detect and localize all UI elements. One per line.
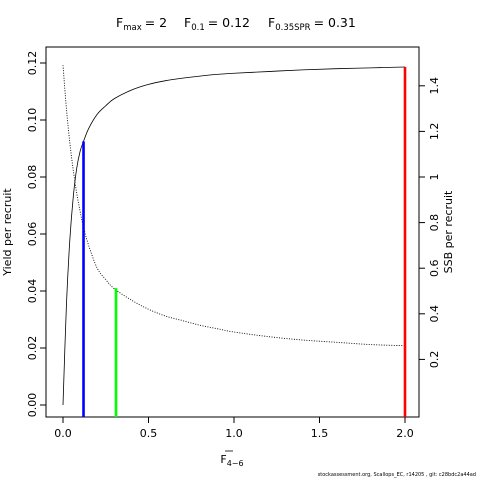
y-tick-label: 0.10 xyxy=(26,108,39,133)
y-axis-right: 0.2 0.4 0.6 0.8 1 1.2 1.4 xyxy=(419,77,441,368)
y-tick-label: 0.08 xyxy=(26,165,39,190)
y2-axis-label: SSB per recruit xyxy=(442,190,455,273)
y-tick-label: 0.04 xyxy=(26,279,39,304)
y-tick-label: 0.06 xyxy=(26,222,39,247)
title-f01: F0.1 = 0.12 xyxy=(184,15,250,33)
y2-tick-label: 1 xyxy=(428,174,441,181)
y2-tick-label: 0.4 xyxy=(428,305,441,323)
x-axis: 0.0 0.5 1.0 1.5 2.0 xyxy=(54,417,414,440)
x-tick-label: 2.0 xyxy=(396,427,414,440)
footer-note: stockassessment.org, Scallops_EC, r14205… xyxy=(317,472,476,478)
y2-tick-label: 1.2 xyxy=(428,123,441,141)
plot-frame xyxy=(45,46,420,418)
x-tick-label: 1.0 xyxy=(225,427,243,440)
y-tick-label: 0.02 xyxy=(26,336,39,361)
x-tick-label: 0.5 xyxy=(140,427,158,440)
yield-per-recruit-line xyxy=(62,66,406,406)
y2-tick-label: 0.2 xyxy=(428,351,441,369)
chart-title: Fmax = 2 F0.1 = 0.12 F0.35SPR = 0.31 xyxy=(116,15,356,33)
y-tick-label: 0.00 xyxy=(26,393,39,418)
y2-tick-label: 0.8 xyxy=(428,214,441,232)
title-fspr: F0.35SPR = 0.31 xyxy=(268,15,356,33)
y2-tick-label: 0.6 xyxy=(428,259,441,277)
ssb-per-recruit-line xyxy=(62,65,406,347)
y-axis-label: Yield per recruit xyxy=(1,188,14,277)
reference-lines xyxy=(82,66,407,417)
y-axis-left: 0.00 0.02 0.04 0.06 0.08 0.10 0.12 xyxy=(26,51,46,418)
x-tick-label: 1.5 xyxy=(311,427,329,440)
series-layer xyxy=(62,65,406,406)
y2-tick-label: 1.4 xyxy=(428,77,441,95)
y-tick-label: 0.12 xyxy=(26,51,39,76)
x-tick-label: 0.0 xyxy=(54,427,72,440)
title-fmax: Fmax = 2 xyxy=(116,15,167,33)
x-axis-label: F4−6 xyxy=(220,453,243,468)
